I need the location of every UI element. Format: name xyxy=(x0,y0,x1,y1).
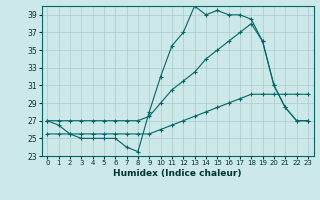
X-axis label: Humidex (Indice chaleur): Humidex (Indice chaleur) xyxy=(113,169,242,178)
